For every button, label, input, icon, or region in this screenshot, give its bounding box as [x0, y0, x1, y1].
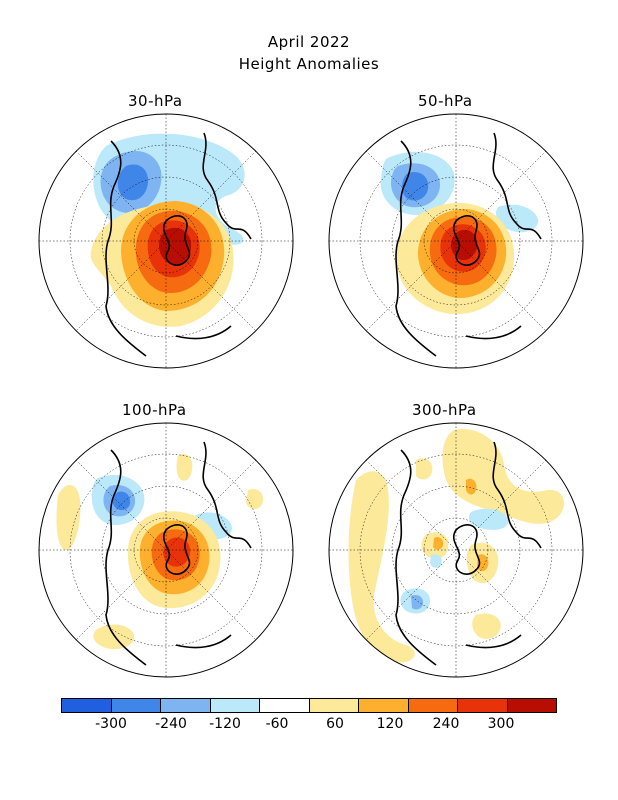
polar-map-30hpa: [38, 113, 294, 369]
panel-label-50hpa: 50-hPa: [418, 92, 473, 110]
colorbar-tick-label: -300: [95, 716, 127, 732]
colorbar-tick-label: 120: [376, 716, 404, 732]
polar-map-300hpa: [328, 422, 584, 678]
colorbar-swatch: [506, 699, 556, 712]
colorbar-tick-label: -60: [265, 716, 289, 732]
colorbar-tick-label: 60: [326, 716, 344, 732]
colorbar-tick-label: 240: [432, 716, 460, 732]
polar-map-100hpa: [38, 422, 294, 678]
panel-label-30hpa: 30-hPa: [128, 92, 183, 110]
panel-label-100hpa: 100-hPa: [122, 401, 187, 419]
colorbar: [61, 698, 557, 713]
colorbar-swatch: [457, 699, 507, 712]
colorbar-swatch: [62, 699, 111, 712]
colorbar-swatch: [160, 699, 210, 712]
title-line-1: April 2022: [267, 33, 351, 51]
colorbar-swatch: [308, 699, 358, 712]
title-line-2: Height Anomalies: [238, 55, 380, 73]
colorbar-tick-label: 300: [487, 716, 515, 732]
colorbar-swatch: [407, 699, 457, 712]
colorbar-tick-label: -240: [155, 716, 187, 732]
colorbar-swatch: [358, 699, 408, 712]
polar-map-50hpa: [328, 113, 584, 369]
colorbar-swatch: [110, 699, 160, 712]
colorbar-tick-label: -120: [209, 716, 241, 732]
colorbar-swatch: [209, 699, 259, 712]
colorbar-swatch: [259, 699, 309, 712]
panel-label-300hpa: 300-hPa: [412, 401, 477, 419]
